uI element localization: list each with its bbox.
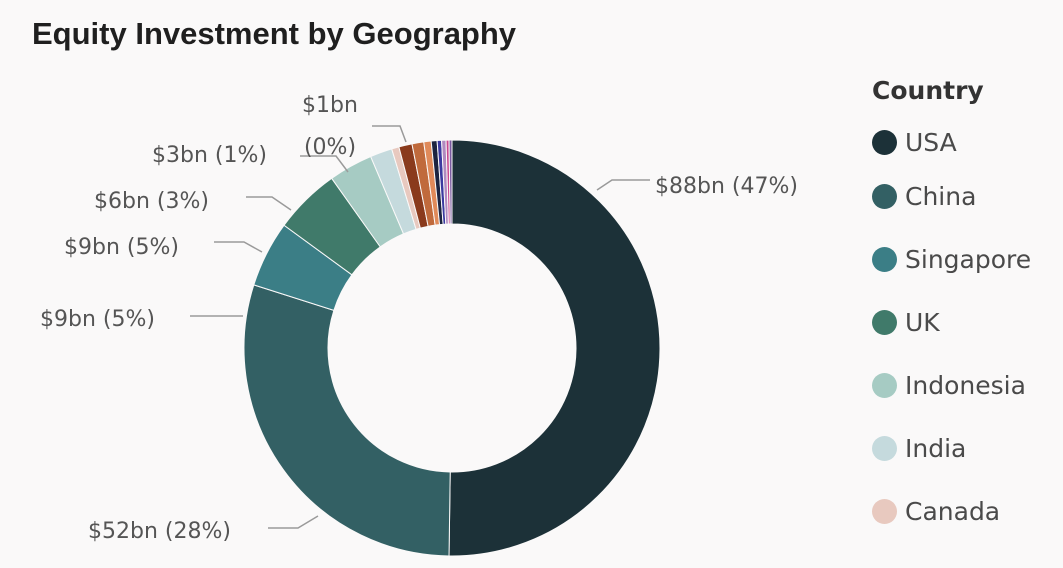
legend-items: USA China Singapore UK Indonesia India Canada [872,119,1031,543]
data-label-usa: $88bn (47%) [655,174,798,199]
legend-item-singapore[interactable]: Singapore [872,228,1031,291]
legend-swatch [872,310,897,335]
leader-line [246,197,291,210]
legend-swatch [872,184,897,209]
data-label-singapore: $9bn (5%) [40,307,155,332]
slice-china[interactable] [244,285,450,556]
slice-usa[interactable] [449,140,660,556]
legend-label: China [905,182,976,211]
legend-swatch [872,247,897,272]
legend-swatch [872,436,897,461]
data-label-india: $3bn (1%) [152,143,267,168]
data-label-china: $52bn (28%) [88,519,231,544]
data-label-indonesia: $6bn (3%) [94,189,209,214]
data-label-uk: $9bn (5%) [64,235,179,260]
legend-label: Singapore [905,245,1031,274]
legend-swatch [872,373,897,398]
legend-label: Indonesia [905,371,1026,400]
legend-label: India [905,434,966,463]
legend-item-china[interactable]: China [872,165,1031,228]
legend-item-indonesia[interactable]: Indonesia [872,354,1031,417]
donut-chart: $88bn (47%) $52bn (28%) $9bn (5%) $9bn (5%)… [0,0,860,568]
leader-line [214,242,262,252]
data-label-canada: $1bn (0%) [302,93,358,160]
leader-line [597,180,650,190]
leader-line [372,126,406,142]
legend-title: Country [872,76,1031,105]
legend-swatch [872,499,897,524]
legend-label: USA [905,128,957,157]
legend-item-india[interactable]: India [872,417,1031,480]
legend-item-canada[interactable]: Canada [872,480,1031,543]
leader-line [268,516,318,528]
legend-item-usa[interactable]: USA [872,119,1031,165]
legend-label: UK [905,308,940,337]
legend-label: Canada [905,497,1000,526]
legend: Country USA China Singapore UK Indonesia Indi… [872,76,1031,543]
legend-item-uk[interactable]: UK [872,291,1031,354]
legend-swatch [872,130,897,155]
